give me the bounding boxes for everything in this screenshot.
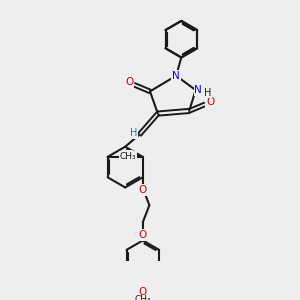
- Text: N: N: [194, 85, 202, 95]
- Text: CH₃: CH₃: [119, 152, 136, 161]
- Text: Cl: Cl: [122, 152, 133, 162]
- Text: N: N: [172, 71, 180, 81]
- Text: H: H: [204, 88, 211, 98]
- Text: CH₃: CH₃: [134, 296, 151, 300]
- Text: O: O: [139, 286, 147, 297]
- Text: O: O: [139, 230, 147, 240]
- Text: O: O: [125, 77, 133, 87]
- Text: O: O: [206, 97, 214, 107]
- Text: O: O: [139, 185, 147, 195]
- Text: H: H: [130, 128, 137, 138]
- Text: O: O: [124, 151, 133, 160]
